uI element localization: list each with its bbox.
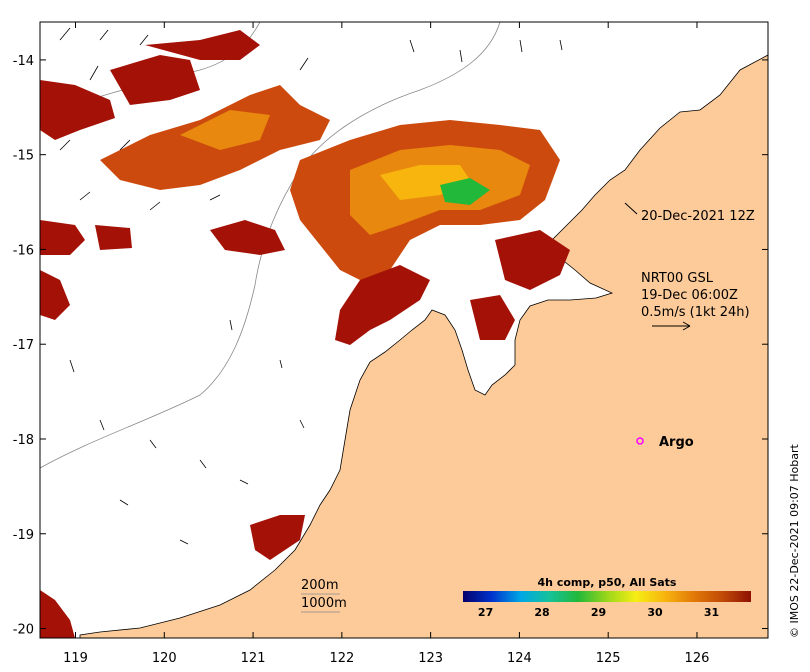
- y-tick-label: -18: [13, 433, 34, 448]
- y-tick-label: -19: [13, 528, 34, 543]
- colorbar-tick-label: 30: [647, 606, 663, 619]
- current-vectors: [59, 27, 563, 545]
- y-tick-label: -14: [13, 54, 34, 69]
- credit-label: © IMOS 22-Dec-2021 09:07 Hobart: [788, 443, 801, 638]
- contour-200m-label: 200m: [301, 578, 338, 593]
- land-mass: [79, 54, 768, 638]
- x-tick-label: 125: [596, 651, 621, 666]
- x-tick-label: 123: [418, 651, 443, 666]
- colorbar: 4h comp, p50, All Sats 27 28 29 30 31: [463, 576, 751, 619]
- obs-time-pointer: [624, 202, 638, 215]
- colorbar-tick-label: 31: [704, 606, 719, 619]
- colorbar-tick-label: 28: [534, 606, 549, 619]
- plot-frame: [39, 21, 769, 639]
- x-tick-label: 119: [63, 651, 88, 666]
- y-tick-label: -20: [13, 623, 34, 638]
- x-tick-label: 120: [152, 651, 177, 666]
- x-axis: 119 120 121 122 123 124 125 126: [63, 22, 709, 666]
- obs-time-label: 20-Dec-2021 12Z: [641, 209, 755, 224]
- colorbar-gradient: [463, 591, 751, 602]
- current-model-label: NRT00 GSL: [641, 271, 714, 286]
- y-axis: -14 -15 -16 -17 -18 -19 -20: [13, 54, 768, 638]
- scale-arrow: [652, 321, 691, 331]
- y-tick-label: -17: [13, 338, 34, 353]
- y-tick-label: -15: [13, 149, 34, 164]
- x-tick-label: 121: [241, 651, 266, 666]
- x-tick-label: 122: [329, 651, 354, 666]
- colorbar-title: 4h comp, p50, All Sats: [538, 576, 677, 589]
- x-tick-label: 126: [685, 651, 710, 666]
- colorbar-ticks: 27 28 29 30 31: [478, 606, 719, 619]
- current-scale-label: 0.5m/s (1kt 24h): [641, 305, 750, 320]
- contour-1000m-label: 1000m: [301, 596, 347, 611]
- colorbar-tick-label: 27: [478, 606, 493, 619]
- colorbar-tick-label: 29: [591, 606, 606, 619]
- current-time-label: 19-Dec 06:00Z: [641, 288, 738, 303]
- sst-patches: [40, 30, 570, 638]
- y-tick-label: -16: [13, 243, 34, 258]
- argo-label: Argo: [659, 435, 694, 450]
- x-tick-label: 124: [507, 651, 532, 666]
- argo-float-marker: [636, 437, 644, 445]
